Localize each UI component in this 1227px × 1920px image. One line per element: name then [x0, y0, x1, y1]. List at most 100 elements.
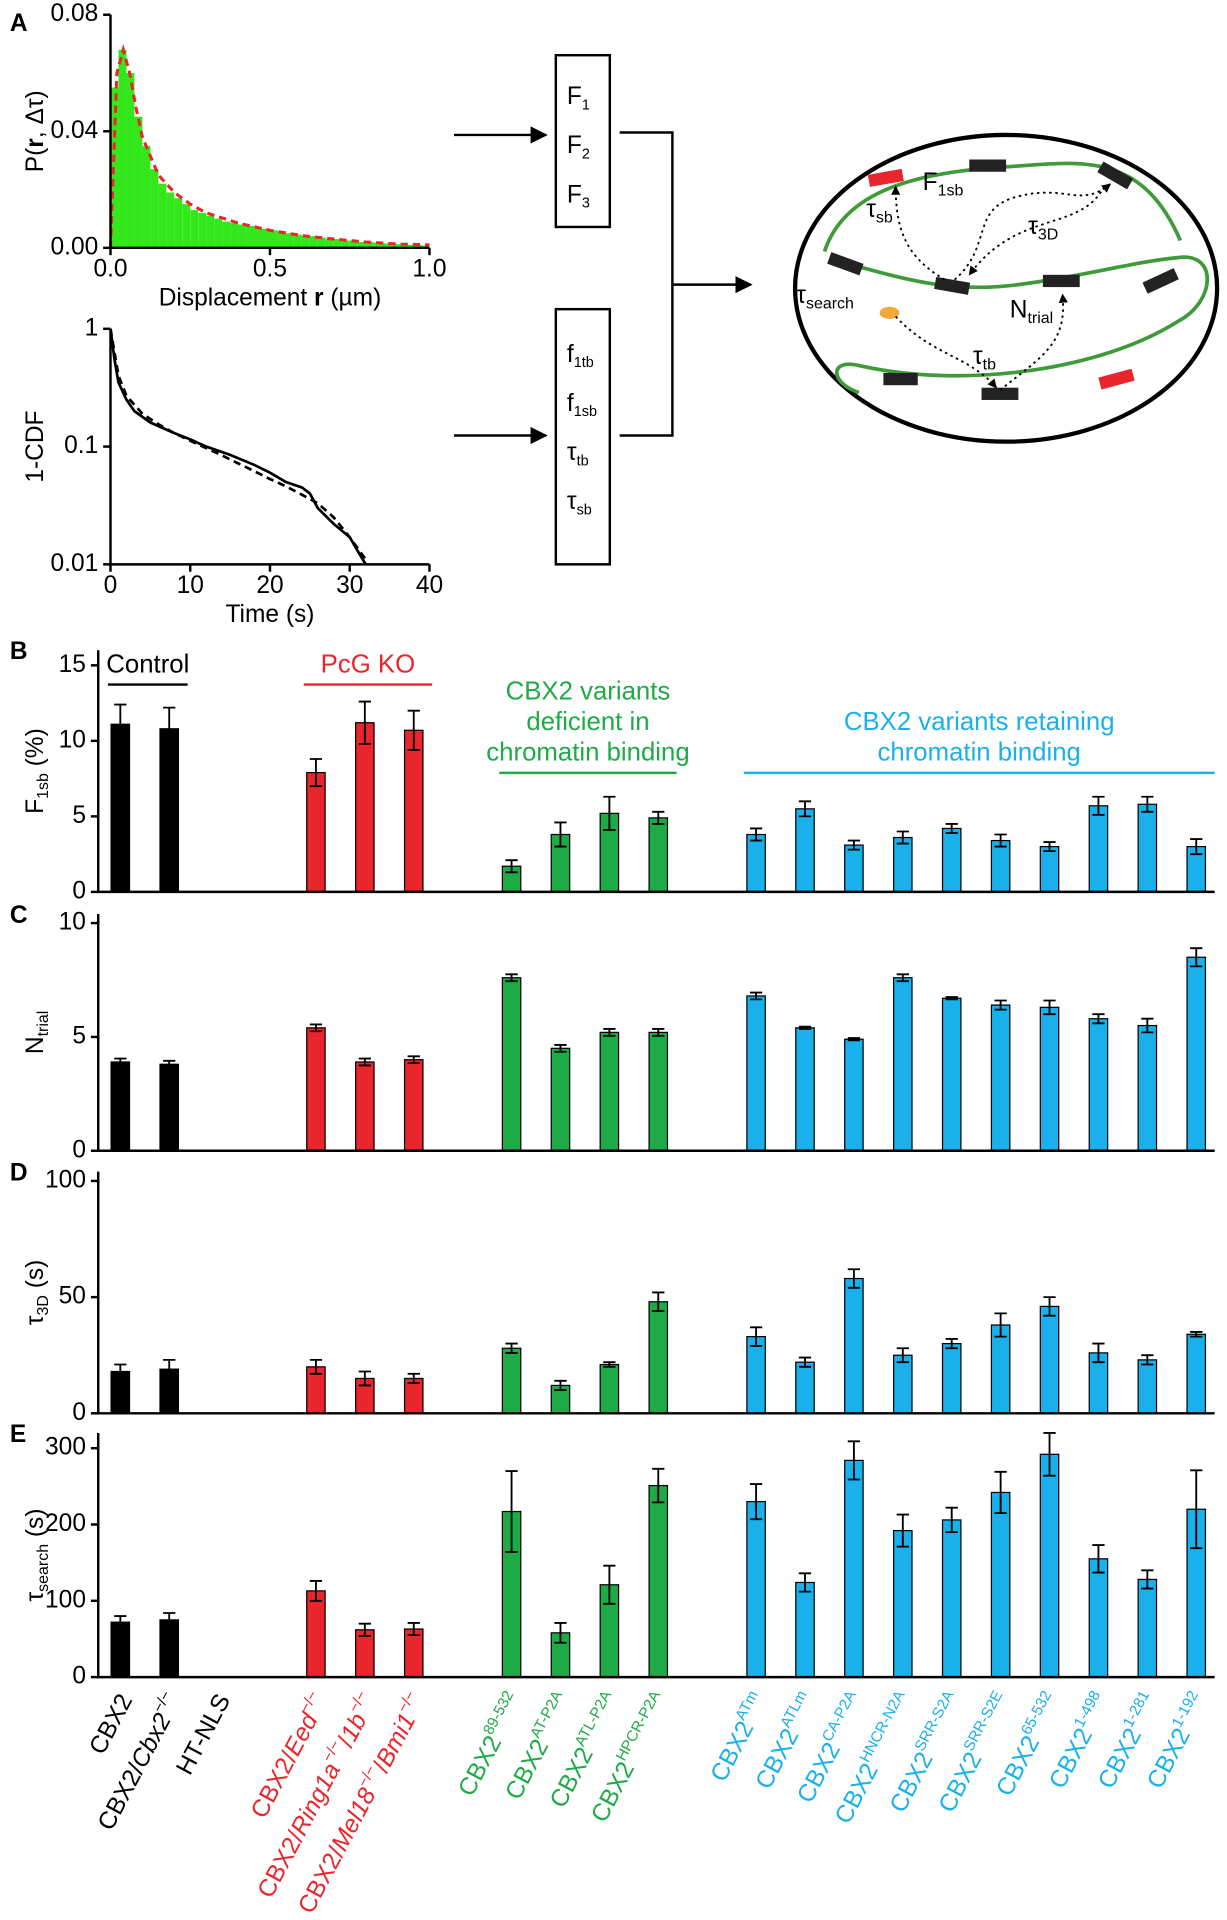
binding-sites — [827, 159, 1179, 400]
bar — [892, 1529, 913, 1678]
protein — [879, 306, 900, 319]
x-tick-label: 10 — [177, 572, 204, 599]
error-bar — [798, 1025, 812, 1030]
histogram-bar — [214, 218, 223, 248]
bar — [355, 1629, 375, 1678]
label-part: τ — [796, 282, 806, 309]
y-tick-label: 0.08 — [51, 0, 99, 27]
label-part: CBX2 — [751, 1725, 805, 1794]
error-bar — [1190, 838, 1203, 856]
histogram-bar — [277, 231, 286, 248]
label-part: HNCR-N2A — [857, 1687, 909, 1765]
label-part: 1-CDF — [22, 410, 49, 482]
histogram-bar — [182, 204, 191, 248]
panel-label: B — [10, 638, 28, 665]
y-tick-label: 0 — [72, 1663, 86, 1690]
y-tick-label: 0 — [72, 877, 86, 904]
histogram-bar — [238, 224, 247, 248]
histogram-bar — [142, 145, 151, 248]
error-bar — [749, 1326, 763, 1347]
chart: 0 100 200 300 — [45, 1432, 1215, 1690]
bar — [1088, 1018, 1109, 1152]
bar — [1088, 1558, 1109, 1678]
label-part: , Δτ) — [22, 90, 49, 138]
error-bar — [554, 821, 567, 848]
label-part: 1sb — [35, 773, 52, 799]
error-bar — [603, 1028, 616, 1037]
error-bar — [1190, 1469, 1203, 1550]
x-tick-label: 0.5 — [253, 255, 287, 282]
y-tick-label: 100 — [45, 1586, 86, 1613]
nucleus-diagram — [792, 132, 1220, 444]
label-part: Cbx2 — [127, 1709, 178, 1773]
label-part: ATLm — [777, 1688, 811, 1731]
histogram-bar — [230, 223, 239, 248]
group-label: CBX2 variants deficient in chromatin bin… — [486, 677, 690, 767]
bar — [355, 1061, 375, 1152]
error-bar — [554, 1622, 567, 1644]
y-axis-title: Ntrial — [22, 1011, 52, 1054]
group-label-box: PcG KO — [321, 650, 416, 678]
y-tick-label: 5 — [72, 802, 86, 829]
label-part: CBX2 — [454, 1732, 508, 1801]
bar — [990, 1004, 1011, 1152]
bar — [844, 844, 864, 893]
label-part: τ — [866, 197, 876, 224]
histogram-bar — [397, 244, 406, 248]
label-part: HT-NLS — [172, 1690, 237, 1780]
label-part: F — [923, 170, 938, 197]
histogram-bar — [325, 239, 334, 248]
y-tick-label: 50 — [59, 1283, 86, 1310]
histogram-bar — [381, 243, 390, 248]
axis — [97, 1432, 1215, 1679]
y-axis-title: τ3D (s) — [22, 1260, 52, 1326]
label-part: CBX2 — [587, 1758, 641, 1827]
label-part: tb — [577, 453, 589, 469]
y-axis-title: τsearch (s) — [22, 1509, 52, 1602]
y-tick-label: 0.1 — [64, 432, 98, 459]
bar — [403, 1059, 424, 1152]
bar — [1137, 1359, 1158, 1414]
error-bar — [945, 1338, 958, 1350]
label-part: CBX2/ — [93, 1760, 150, 1835]
label-part: r — [22, 138, 49, 148]
axis — [97, 650, 1215, 894]
label-part: f — [567, 341, 574, 368]
label-part: 3D — [35, 1295, 52, 1315]
chart: 0.00 0.04 0.08 0.0 0.5 1.0 — [51, 0, 447, 282]
x-axis-title: Displacement r (µm) — [159, 285, 382, 312]
label-part: CBX2 — [793, 1738, 847, 1807]
error-bar — [603, 795, 616, 831]
box-item: F2 — [567, 133, 590, 163]
y-tick-label: 200 — [45, 1510, 86, 1537]
y-tick-label: 300 — [45, 1434, 86, 1461]
histogram-bar — [126, 72, 135, 248]
label-part: (s) — [22, 1260, 49, 1295]
bar — [844, 1038, 864, 1152]
x-tick-label: 0.0 — [93, 255, 127, 282]
bar — [648, 817, 669, 893]
error-bar — [798, 800, 812, 818]
transitions — [891, 183, 1112, 391]
error-bar — [603, 1361, 616, 1368]
label-part: CBX2 — [706, 1717, 760, 1786]
histogram-bar — [405, 244, 414, 248]
bar — [795, 1581, 815, 1678]
bar — [892, 1354, 913, 1414]
group-label: Control — [106, 650, 190, 679]
histogram-bar — [246, 225, 255, 248]
error-bar — [407, 709, 420, 751]
diagram-label: τtb — [973, 344, 996, 374]
error-bar — [1043, 999, 1056, 1016]
y-tick-label: 0 — [72, 1136, 86, 1163]
error-bar — [358, 700, 371, 745]
label-part: trial — [35, 1011, 52, 1037]
error-bar — [407, 1372, 420, 1385]
error-bar — [1141, 795, 1154, 813]
bar — [941, 827, 962, 893]
error-bar — [945, 996, 958, 1001]
site — [1042, 274, 1080, 288]
histogram-bar — [262, 228, 270, 248]
bar — [844, 1277, 864, 1414]
x-tick-label: 1.0 — [412, 255, 446, 282]
